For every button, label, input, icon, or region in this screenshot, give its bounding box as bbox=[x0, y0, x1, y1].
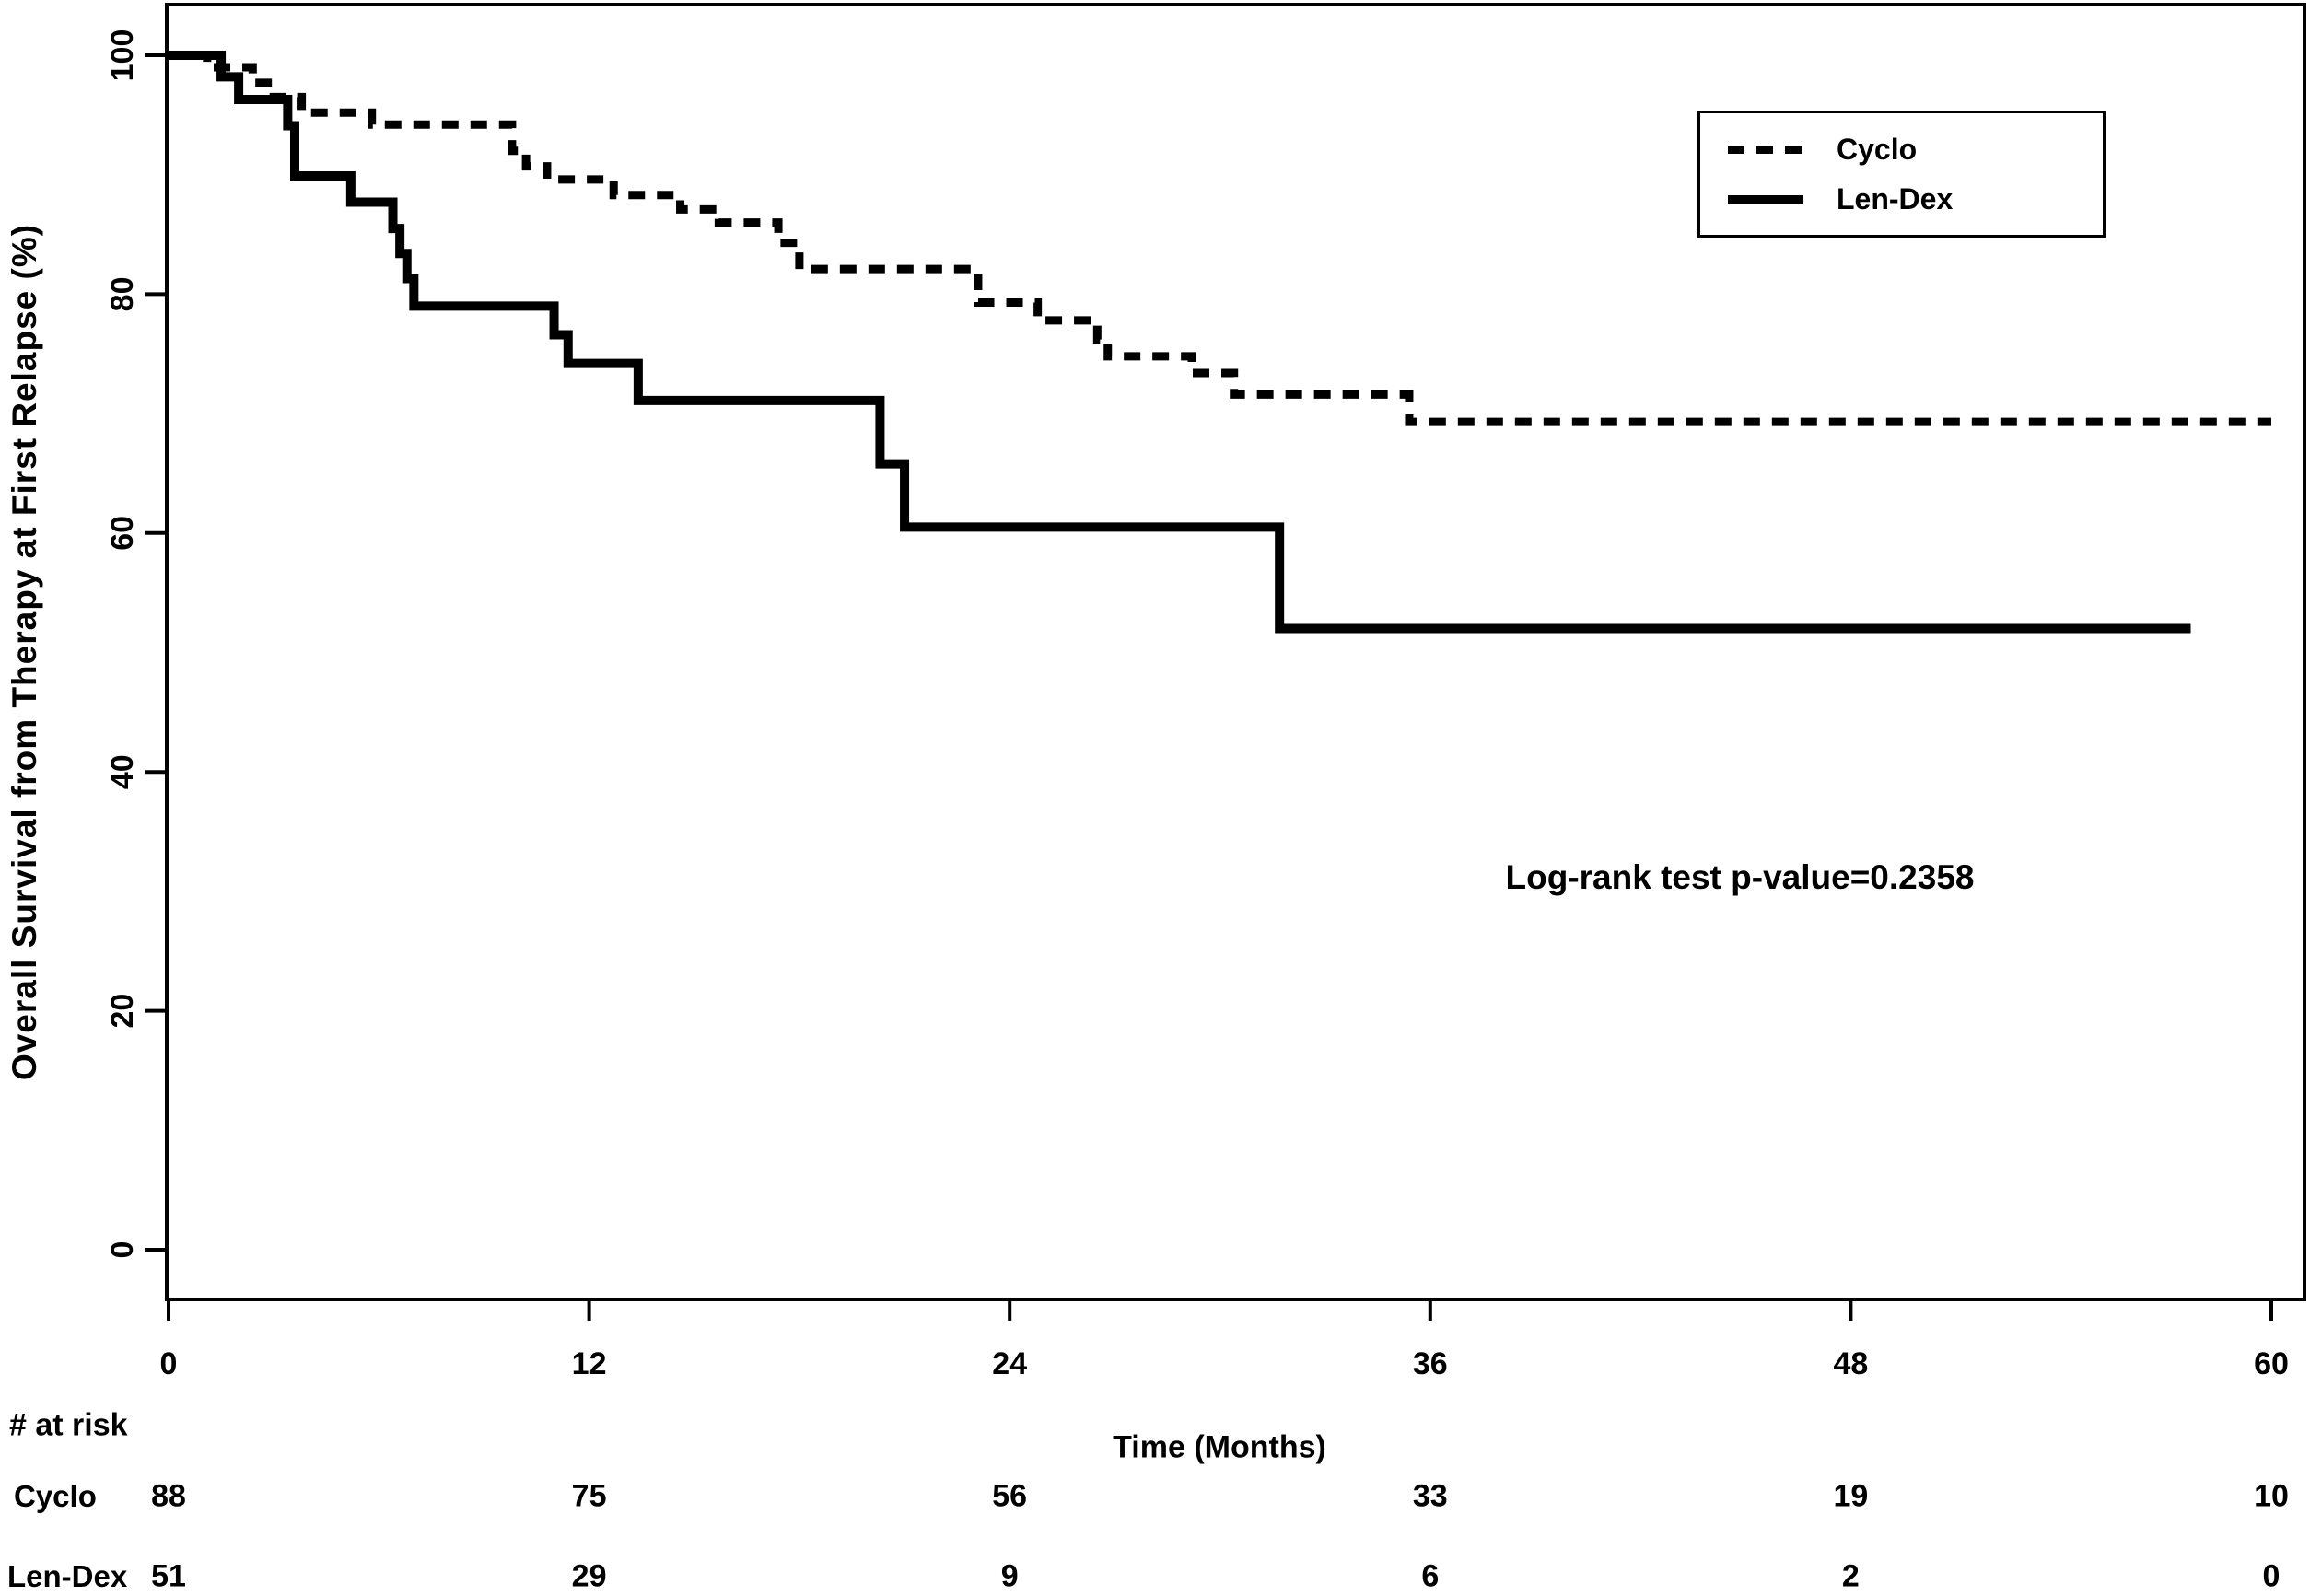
x-axis-tick-label: 36 bbox=[1413, 1346, 1448, 1381]
risk-count-len-dex-36: 6 bbox=[1421, 1558, 1440, 1594]
x-axis-tick-label: 24 bbox=[992, 1346, 1027, 1381]
risk-count-len-dex-60: 0 bbox=[2262, 1558, 2281, 1594]
risk-count-len-dex-12: 29 bbox=[571, 1558, 607, 1594]
risk-count-len-dex-24: 9 bbox=[1000, 1558, 1019, 1594]
risk-count-cyclo-48: 19 bbox=[1833, 1478, 1869, 1514]
legend-item-cyclo: Cyclo bbox=[1728, 131, 2103, 168]
y-axis-tick-label: 40 bbox=[105, 754, 140, 789]
dashed-line-icon bbox=[1728, 145, 1803, 154]
y-axis-tick-label: 60 bbox=[105, 516, 140, 551]
x-axis-tick-label: 0 bbox=[160, 1346, 178, 1381]
risk-count-len-dex-48: 2 bbox=[1841, 1558, 1860, 1594]
legend-item-len-dex: Len-Dex bbox=[1728, 181, 2103, 217]
risk-row-label-len-dex: Len-Dex bbox=[7, 1559, 128, 1593]
risk-table-header: # at risk bbox=[9, 1407, 128, 1443]
risk-count-cyclo-0: 88 bbox=[151, 1478, 186, 1514]
legend-box: Cyclo Len-Dex bbox=[1698, 111, 2106, 238]
solid-line-icon bbox=[1728, 194, 1803, 204]
y-axis-title: Overall Survival from Therapy at First R… bbox=[6, 223, 43, 1081]
risk-row-label-cyclo: Cyclo bbox=[14, 1479, 97, 1513]
risk-count-cyclo-36: 33 bbox=[1412, 1478, 1448, 1514]
survival-curve-len-dex bbox=[169, 51, 2191, 634]
risk-count-cyclo-60: 10 bbox=[2254, 1478, 2289, 1514]
legend-label-cyclo: Cyclo bbox=[1837, 132, 1918, 166]
y-axis-tick-label: 80 bbox=[105, 276, 140, 311]
y-axis-tick-label: 100 bbox=[105, 29, 140, 82]
y-axis-tick-label: 20 bbox=[105, 994, 140, 1029]
x-axis-tick-label: 12 bbox=[572, 1346, 607, 1381]
legend-label-len-dex: Len-Dex bbox=[1837, 181, 1954, 216]
y-axis-tick-label: 0 bbox=[105, 1241, 140, 1259]
risk-count-cyclo-24: 56 bbox=[992, 1478, 1028, 1514]
risk-count-len-dex-0: 51 bbox=[151, 1558, 186, 1594]
risk-count-cyclo-12: 75 bbox=[571, 1478, 607, 1514]
plot-border bbox=[165, 3, 2306, 1301]
x-axis-tick-label: 60 bbox=[2254, 1346, 2289, 1381]
log-rank-pvalue-annotation: Log-rank test p-value=0.2358 bbox=[1505, 858, 1975, 896]
x-axis-tick-label: 48 bbox=[1833, 1346, 1868, 1381]
x-axis-title: Time (Months) bbox=[1113, 1429, 1326, 1465]
